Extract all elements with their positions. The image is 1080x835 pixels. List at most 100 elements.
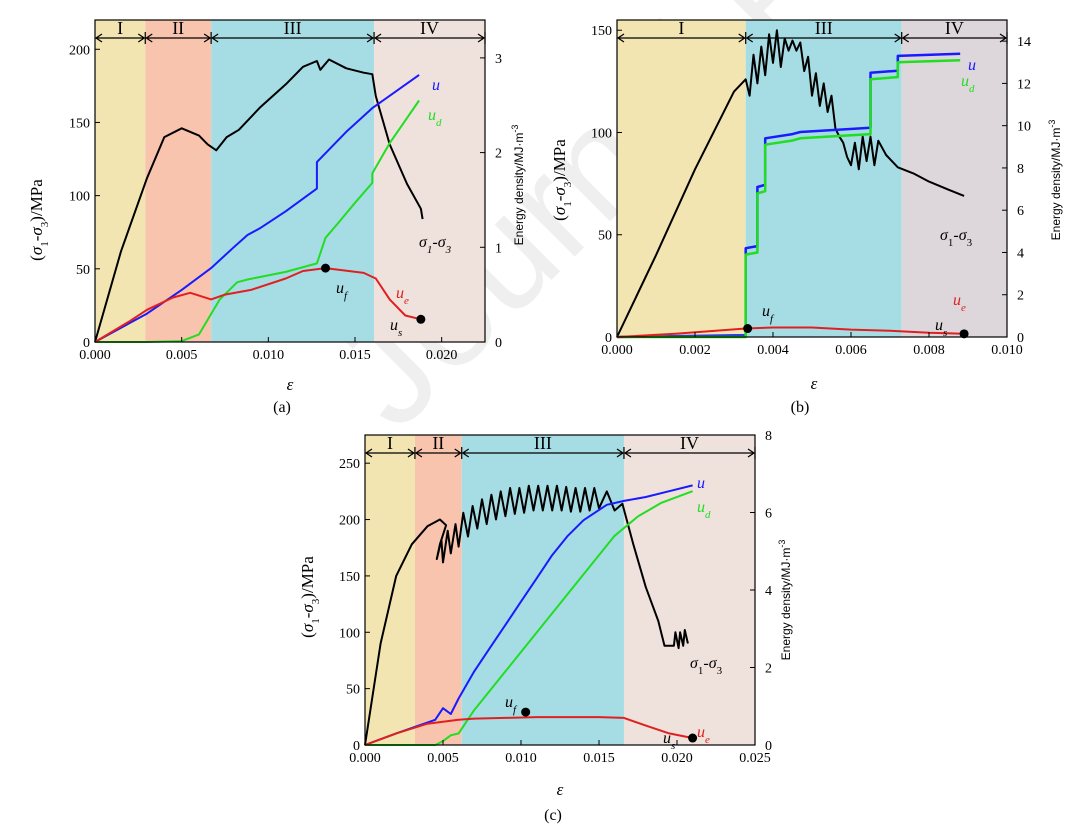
y-right-tick-label: 8 [765,429,772,444]
y-tick-label: 150 [591,24,612,39]
stage-bands-a [95,20,485,342]
y-right-tick-label: 0 [765,739,772,754]
stage-band-III [461,435,624,745]
u-curve [616,52,961,339]
stage-band-II [414,435,462,745]
y-right-tick-label: 4 [765,584,772,599]
y-tick-label: 200 [69,43,90,58]
stage-label-I: I [678,18,684,38]
x-tick-label: 0.000 [349,751,381,766]
x-tick-label: 0.010 [253,348,285,363]
ud-curve [365,490,693,746]
u-curve [94,74,420,343]
u-curve [364,484,693,746]
y-right-tick-label: 8 [1017,162,1024,177]
us-marker [416,314,426,324]
y-tick-label: 100 [591,126,612,141]
panel-b: I III IV 0.000 0.002 0.004 0.006 0.008 0… [550,18,1063,416]
ue-curve [616,326,965,338]
tick-marks-b [616,29,1008,338]
stage-arrow [623,448,756,458]
stage-label-I: I [117,18,123,38]
stage-arrow [616,33,746,43]
x-tick-label: 0.010 [505,751,537,766]
y-tick-label: 150 [69,116,90,131]
stage-label-III: III [534,433,552,453]
stress-label: σ1-σ3 [690,655,723,677]
stage-arrow [414,448,462,458]
stage-label-II: II [172,18,184,38]
y-right-tick-label: 2 [1017,289,1024,304]
stage-arrow [373,33,486,43]
y-ticks-a: 0 50 100 150 200 [69,43,90,351]
plot-frame [616,19,1008,338]
tick-marks-c [364,434,756,746]
x-tick-label: 0.000 [79,348,111,363]
panel-caption: (b) [791,399,810,416]
y-right-tick-label: 0 [1017,331,1024,346]
u-label: u [968,57,976,74]
panel-caption: (a) [273,399,291,416]
y-right-tick-label: 14 [1017,35,1031,50]
y-right-ticks-b: 0 2 4 6 8 10 12 14 [1017,35,1031,346]
stage-bands-b [617,20,1007,337]
x-tick-label: 0.005 [166,348,198,363]
stage-arrow [364,448,416,458]
x-axis-label: ε [811,374,818,393]
uf-marker [743,324,753,334]
stage-label-II: II [432,433,444,453]
y-tick-label: 50 [76,263,90,278]
stage-arrow [145,33,212,43]
ud-curve [95,99,420,343]
x-tick-label: 0.002 [679,343,711,358]
u-label: u [432,77,440,94]
y-right-tick-label: 12 [1017,77,1031,92]
stage-band-IV [901,20,1007,337]
x-tick-label: 0.004 [757,343,789,358]
stress-curve [364,484,689,746]
y-tick-label: 50 [598,229,612,244]
y-tick-label: 250 [339,457,360,472]
stage-band-IV [623,435,755,745]
y-right-tick-label: 4 [1017,246,1024,261]
x-tick-label: 0.000 [601,343,633,358]
y-right-tick-label: 1 [495,241,502,256]
y-right-tick-label: 2 [495,147,502,162]
us-marker [688,733,698,743]
y-tick-label: 0 [605,331,612,346]
y-axis-label: (σ1-σ3)/MPa [298,556,322,638]
panel-caption: (c) [544,807,562,824]
stage-label-I: I [387,433,393,453]
stage-band-III [211,20,375,342]
y-right-ticks-a: 0 1 2 3 [495,52,502,351]
x-ticks-b: 0.000 0.002 0.004 0.006 0.008 0.010 [601,343,1023,358]
stage-bands-c [365,435,755,745]
tick-marks-a [94,48,485,343]
x-axis-label: ε [287,375,294,394]
y-right-axis-label: Energy density/MJ·m-3 [1047,120,1063,241]
x-ticks-a: 0.000 0.005 0.010 0.015 0.020 [79,348,457,363]
y-tick-label: 0 [83,336,90,351]
stage-band-I [95,20,146,342]
y-tick-label: 100 [69,190,90,205]
stage-band-III [745,20,902,337]
y-right-tick-label: 0 [495,336,502,351]
x-axis-label: ε [557,780,564,799]
stage-label-IV: IV [420,18,439,38]
y-tick-label: 0 [353,739,360,754]
u-label: u [697,475,705,492]
y-right-tick-label: 6 [1017,204,1024,219]
y-tick-label: 200 [339,514,360,529]
y-tick-label: 150 [339,570,360,585]
stage-band-IV [374,20,485,342]
y-right-axis-label: Energy density/MJ·m-3 [510,125,526,246]
stage-label-IV: IV [945,18,964,38]
stage-label-IV: IV [680,433,699,453]
x-tick-label: 0.025 [739,751,771,766]
y-right-tick-label: 2 [765,662,772,677]
stage-band-II [145,20,212,342]
y-right-ticks-c: 0 2 4 6 8 [765,429,772,754]
panel-a: I II III IV 0.000 0.005 0.010 0.015 0.02… [27,18,526,416]
x-tick-label: 0.015 [583,751,615,766]
